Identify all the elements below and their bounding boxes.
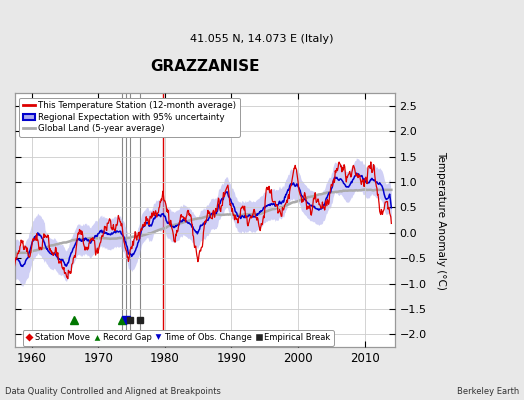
Text: Data Quality Controlled and Aligned at Breakpoints: Data Quality Controlled and Aligned at B… xyxy=(5,387,221,396)
Text: 41.055 N, 14.073 E (Italy): 41.055 N, 14.073 E (Italy) xyxy=(190,34,334,44)
Title: GRAZZANISE: GRAZZANISE xyxy=(150,59,259,74)
Text: Berkeley Earth: Berkeley Earth xyxy=(456,387,519,396)
Legend: Station Move, Record Gap, Time of Obs. Change, Empirical Break: Station Move, Record Gap, Time of Obs. C… xyxy=(23,330,334,346)
Y-axis label: Temperature Anomaly (°C): Temperature Anomaly (°C) xyxy=(436,151,446,290)
